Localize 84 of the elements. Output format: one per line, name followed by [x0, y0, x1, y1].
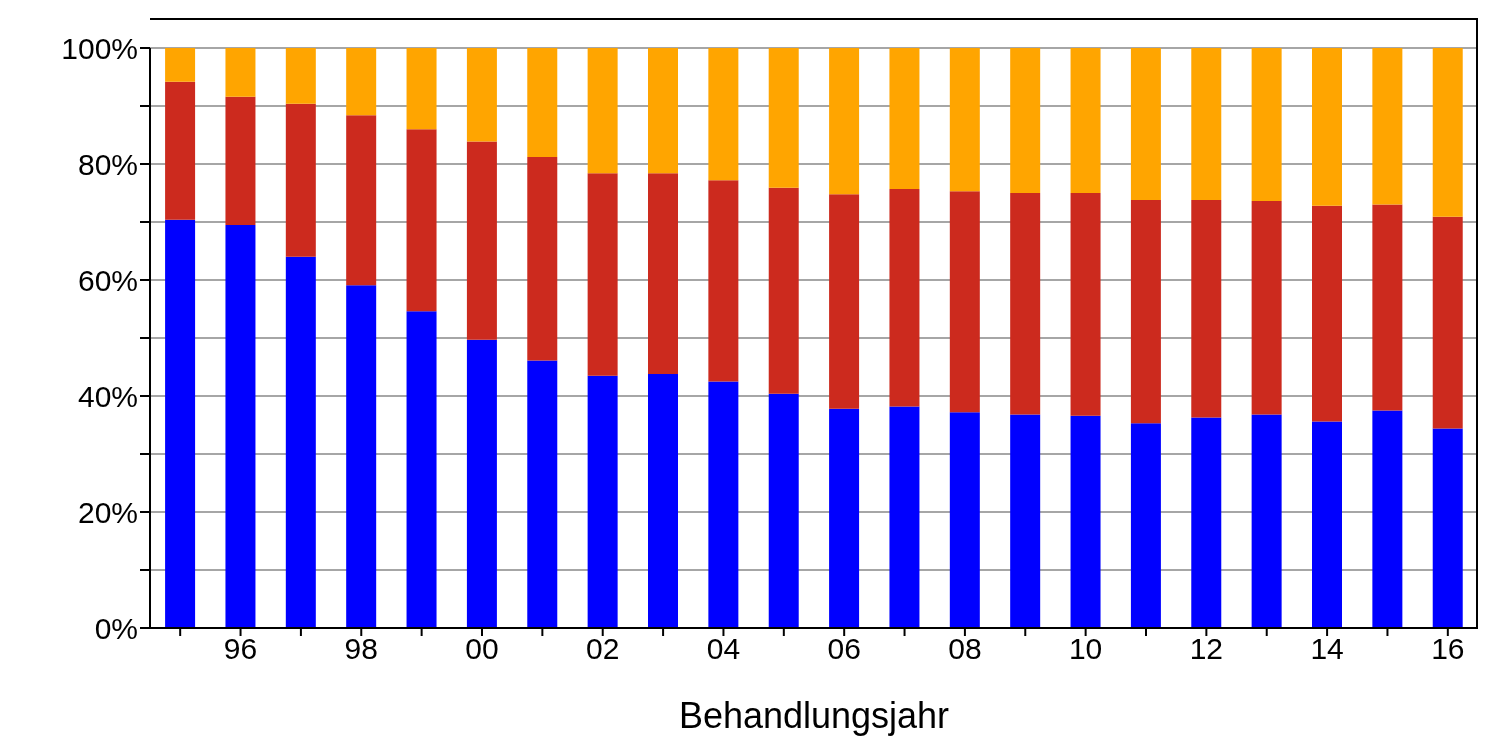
- bar: [587, 173, 618, 376]
- bar: [346, 48, 377, 116]
- bar: [527, 157, 558, 361]
- bar: [1372, 410, 1403, 628]
- bar: [1191, 199, 1222, 418]
- bar: [889, 188, 920, 407]
- bar: [1432, 48, 1463, 217]
- y-tick-label: 20%: [77, 495, 138, 529]
- bar: [708, 381, 739, 628]
- bar: [1432, 428, 1463, 628]
- bar: [1070, 48, 1101, 193]
- bar: [1010, 193, 1041, 415]
- bar: [889, 406, 920, 628]
- bar: [949, 48, 980, 192]
- bar: [768, 48, 799, 188]
- bar: [1251, 201, 1282, 415]
- x-tick-label: 98: [344, 632, 378, 666]
- bar: [1251, 414, 1282, 628]
- bar: [1372, 48, 1403, 205]
- bar: [949, 191, 980, 413]
- y-tick-label: 0%: [94, 611, 138, 645]
- bar: [1312, 48, 1342, 206]
- x-tick-label: 12: [1189, 632, 1224, 666]
- bar: [949, 412, 980, 628]
- y-tick-label: 100%: [61, 31, 138, 65]
- bar: [466, 339, 497, 628]
- bar: [829, 48, 860, 195]
- bar: [587, 375, 618, 628]
- bar: [406, 129, 437, 312]
- bar: [225, 48, 256, 97]
- x-tick-label: 04: [706, 632, 741, 666]
- bar: [708, 48, 739, 181]
- bar: [165, 81, 196, 220]
- bar: [889, 48, 920, 189]
- x-tick-label: 02: [586, 632, 620, 666]
- x-tick-label: 96: [223, 632, 258, 666]
- x-tick-label: 14: [1310, 632, 1344, 666]
- bar: [1312, 205, 1342, 422]
- bar: [406, 48, 437, 130]
- bar: [1130, 48, 1161, 200]
- bar: [406, 311, 437, 628]
- bar: [346, 285, 377, 628]
- bar: [708, 180, 739, 382]
- bar: [1251, 48, 1282, 202]
- x-axis-title: Behandlungsjahr: [678, 695, 950, 736]
- bar: [648, 173, 678, 374]
- bar: [829, 194, 860, 409]
- bar: [1010, 48, 1041, 193]
- bar: [1010, 414, 1041, 628]
- bar: [466, 141, 497, 340]
- bar: [1070, 415, 1101, 628]
- bar: [648, 48, 678, 174]
- bar: [285, 48, 316, 104]
- bar: [225, 224, 256, 628]
- bar: [648, 373, 678, 628]
- x-tick-label: 08: [948, 632, 982, 666]
- bar: [829, 408, 860, 628]
- bar: [225, 96, 256, 225]
- bar: [466, 48, 497, 142]
- bar: [165, 48, 196, 82]
- x-tick-label: 00: [465, 632, 499, 666]
- bar: [165, 219, 196, 628]
- bar: [285, 256, 316, 628]
- x-tick-label: 16: [1431, 632, 1465, 666]
- y-tick-label: 60%: [77, 263, 138, 297]
- bar: [346, 115, 377, 286]
- bar: [285, 103, 316, 257]
- y-tick-label: 80%: [77, 147, 138, 181]
- bar: [1130, 423, 1161, 628]
- bar: [1191, 48, 1222, 200]
- bar: [768, 393, 799, 628]
- bar: [587, 48, 618, 174]
- bar: [1432, 216, 1463, 429]
- bar: [1070, 193, 1101, 416]
- bar: [527, 360, 558, 628]
- y-tick-label: 40%: [77, 379, 138, 413]
- bar: [1312, 421, 1342, 628]
- x-tick-label: 06: [827, 632, 861, 666]
- bar: [1130, 199, 1161, 424]
- bar: [768, 187, 799, 394]
- x-tick-label: 10: [1068, 632, 1103, 666]
- bar: [1372, 204, 1403, 411]
- bar: [1191, 417, 1222, 628]
- bar: [527, 48, 558, 158]
